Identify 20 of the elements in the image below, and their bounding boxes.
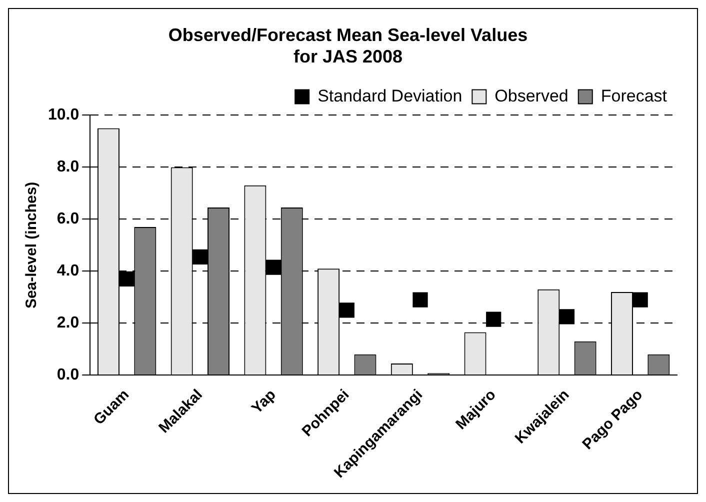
legend-label: Standard Deviation: [318, 86, 462, 106]
point: [412, 292, 428, 308]
point: [192, 249, 208, 264]
legend-label: Observed: [494, 86, 568, 106]
x-tick-label: Yap: [248, 386, 280, 418]
y-tick-label: 8.0: [56, 158, 80, 176]
y-tick-label: 0.0: [56, 366, 80, 384]
point: [339, 302, 354, 318]
point: [632, 292, 648, 308]
y-axis-title: Sea-level (inches): [23, 182, 40, 309]
point: [486, 312, 502, 327]
chart-title: Observed/Forecast Mean Sea-level Values for JAS 2008: [168, 24, 528, 66]
point: [559, 309, 575, 324]
y-tick-label: 2.0: [56, 314, 80, 332]
point: [119, 271, 134, 287]
point: [266, 260, 282, 275]
legend-label: Forecast: [600, 86, 668, 106]
y-tick-label: 10.0: [48, 106, 80, 124]
y-tick-label: 4.0: [56, 262, 80, 280]
y-tick-label: 6.0: [56, 210, 80, 228]
